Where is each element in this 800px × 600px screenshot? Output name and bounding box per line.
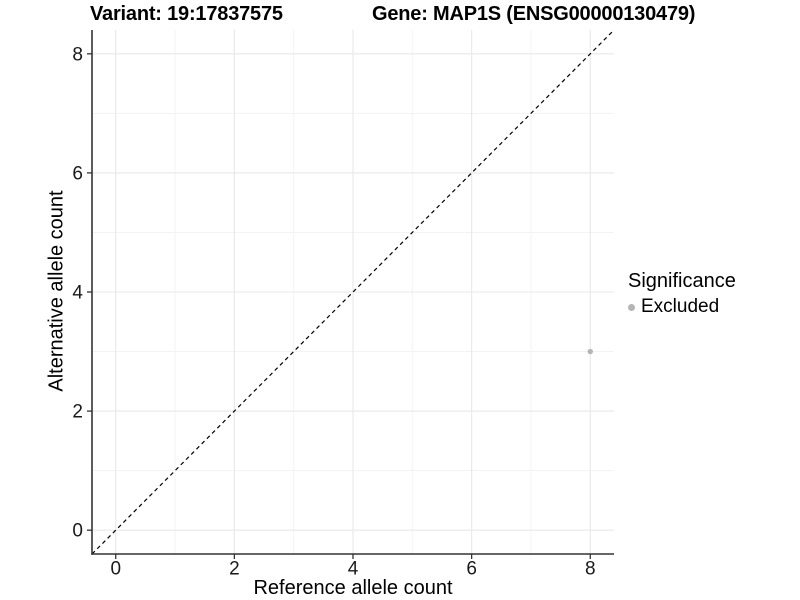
legend: Significance Excluded — [628, 270, 736, 318]
legend-title: Significance — [628, 270, 736, 292]
x-tick-label: 4 — [348, 559, 359, 580]
y-tick-label: 6 — [72, 163, 83, 184]
x-tick-label: 6 — [466, 559, 477, 580]
legend-item-excluded: Excluded — [628, 296, 736, 318]
gene-title: Gene: MAP1S (ENSG00000130479) — [372, 3, 696, 25]
excluded-point-icon — [628, 303, 635, 311]
x-axis-title: Reference allele count — [253, 577, 453, 599]
identity-line — [91, 29, 615, 555]
y-tick-label: 2 — [72, 402, 83, 423]
x-tick-label: 0 — [110, 559, 121, 580]
y-tick-label: 4 — [72, 283, 83, 304]
data-point — [587, 348, 593, 355]
x-tick-label: 2 — [229, 559, 240, 580]
y-tick-label: 8 — [72, 44, 83, 65]
legend-item-label: Excluded — [641, 296, 720, 317]
variant-title: Variant: 19:17837575 — [90, 3, 283, 25]
y-axis-title: Alternative allele count — [45, 190, 68, 392]
y-tick-label: 0 — [72, 521, 83, 542]
x-tick-label: 8 — [585, 559, 596, 580]
